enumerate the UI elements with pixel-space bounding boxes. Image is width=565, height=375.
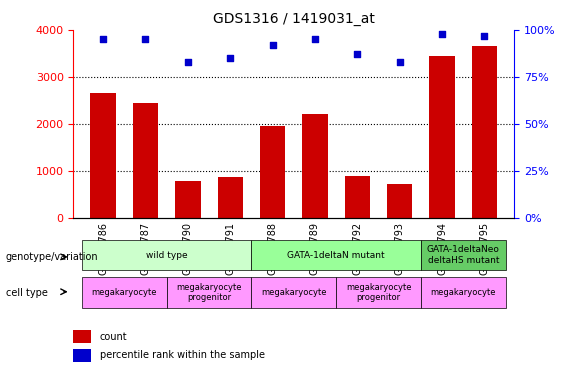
Bar <box>429 56 455 217</box>
Text: megakaryocyte: megakaryocyte <box>92 288 157 297</box>
Bar <box>73 330 91 343</box>
FancyBboxPatch shape <box>251 240 421 270</box>
Text: cell type: cell type <box>6 288 47 297</box>
Bar <box>218 177 243 218</box>
Text: GATA-1deltaNeo
deltaHS mutant: GATA-1deltaNeo deltaHS mutant <box>427 245 499 265</box>
Text: megakaryocyte
progenitor: megakaryocyte progenitor <box>346 283 411 302</box>
Text: genotype/variation: genotype/variation <box>6 252 98 262</box>
FancyBboxPatch shape <box>251 278 336 308</box>
FancyBboxPatch shape <box>82 240 251 270</box>
FancyBboxPatch shape <box>167 278 251 308</box>
Text: percentile rank within the sample: percentile rank within the sample <box>100 351 265 360</box>
Bar <box>133 103 158 218</box>
Bar <box>90 93 116 218</box>
Point <box>480 33 489 39</box>
Text: megakaryocyte
progenitor: megakaryocyte progenitor <box>176 283 242 302</box>
FancyBboxPatch shape <box>421 240 506 270</box>
Point <box>438 31 447 37</box>
Bar <box>73 349 91 362</box>
Point <box>311 36 320 42</box>
Text: wild type: wild type <box>146 251 188 260</box>
Text: GATA-1deltaN mutant: GATA-1deltaN mutant <box>288 251 385 260</box>
FancyBboxPatch shape <box>336 278 421 308</box>
Text: megakaryocyte: megakaryocyte <box>261 288 327 297</box>
Point <box>268 42 277 48</box>
Bar <box>260 126 285 218</box>
FancyBboxPatch shape <box>421 278 506 308</box>
Point <box>141 36 150 42</box>
Point <box>99 36 108 42</box>
Bar <box>175 181 201 218</box>
Bar <box>387 184 412 218</box>
Bar <box>302 114 328 218</box>
Point <box>353 51 362 57</box>
Text: megakaryocyte: megakaryocyte <box>431 288 496 297</box>
FancyBboxPatch shape <box>82 278 167 308</box>
Bar <box>472 46 497 217</box>
Point <box>226 55 235 61</box>
Text: count: count <box>100 332 128 342</box>
Bar <box>345 176 370 218</box>
Title: GDS1316 / 1419031_at: GDS1316 / 1419031_at <box>213 12 375 26</box>
Point <box>396 59 405 65</box>
Point <box>183 59 192 65</box>
